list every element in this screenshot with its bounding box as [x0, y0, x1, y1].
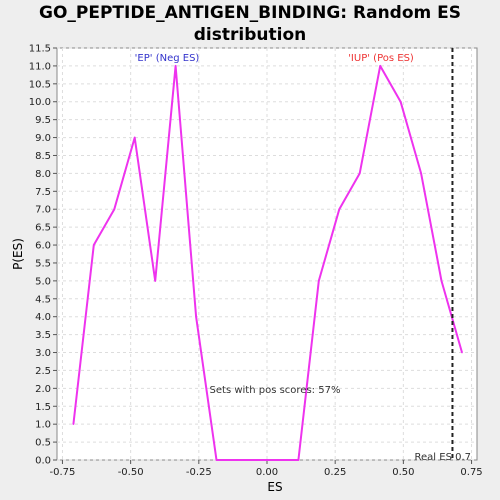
- x-tick-label: 0.75: [460, 467, 482, 478]
- y-tick-label: 10.5: [29, 79, 51, 90]
- y-tick-label: 11.0: [29, 61, 51, 72]
- data-point: [358, 172, 361, 175]
- y-tick-label: 1.0: [35, 420, 51, 431]
- x-tick-label: -0.50: [118, 467, 144, 478]
- y-tick-label: 9.5: [35, 115, 51, 126]
- y-tick-label: 0.5: [35, 438, 51, 449]
- data-point: [420, 172, 422, 175]
- y-tick-label: 2.5: [35, 366, 51, 377]
- real-es-label: Real ES 0.7: [415, 452, 471, 463]
- chart-title: GO_PEPTIDE_ANTIGEN_BINDING: Random ES di…: [0, 2, 500, 46]
- y-tick-label: 10.0: [29, 97, 51, 108]
- y-tick-label: 7.5: [35, 187, 51, 198]
- neg-es-label: 'EP' (Neg ES): [135, 53, 200, 64]
- data-point: [440, 280, 443, 282]
- x-tick-label: -0.25: [186, 467, 212, 478]
- x-axis-ticks: -0.75 -0.50 -0.25 0.00 0.25 0.50 0.75: [50, 460, 483, 478]
- y-tick-label: 4.0: [35, 312, 51, 323]
- data-point: [93, 244, 95, 246]
- y-tick-label: 9.0: [35, 133, 51, 144]
- data-point: [133, 136, 136, 139]
- y-tick-label: 5.5: [35, 258, 51, 269]
- data-point: [195, 315, 197, 318]
- data-point: [236, 459, 238, 461]
- pos-scores-label: Sets with pos scores: 57%: [210, 385, 341, 396]
- y-tick-label: 8.0: [35, 169, 51, 180]
- annotations-layer: 'EP' (Neg ES) 'IUP' (Pos ES) Sets with pos…: [135, 53, 471, 463]
- x-tick-label: 0.00: [256, 467, 278, 478]
- chart-title-line-2: distribution: [193, 25, 307, 45]
- data-point: [318, 280, 320, 282]
- pos-es-label: 'IUP' (Pos ES): [348, 53, 414, 64]
- data-point: [113, 208, 116, 211]
- y-tick-label: 6.0: [35, 241, 51, 252]
- data-point: [215, 459, 218, 461]
- data-point: [338, 208, 341, 211]
- data-point: [297, 459, 300, 461]
- data-point: [379, 65, 381, 67]
- data-point: [72, 423, 75, 425]
- y-tick-label: 6.5: [35, 223, 51, 234]
- y-axis-ticks: 0.0 0.5 1.0 1.5 2.0 2.5 3.0 3.5 4.0 4.5 5.0 5.5 6.0 6…: [29, 44, 57, 467]
- y-tick-label: 4.5: [35, 294, 51, 305]
- y-tick-label: 7.0: [35, 205, 51, 216]
- data-point: [277, 459, 279, 461]
- series-layer: [72, 64, 463, 461]
- chart-title-line-1: GO_PEPTIDE_ANTIGEN_BINDING: Random ES: [38, 3, 462, 23]
- data-point: [154, 280, 156, 282]
- data-point: [174, 65, 177, 67]
- y-tick-label: 1.5: [35, 402, 51, 413]
- x-tick-label: 0.25: [324, 467, 346, 478]
- y-tick-label: 8.5: [35, 151, 51, 162]
- data-point: [399, 100, 402, 103]
- y-tick-label: 5.0: [35, 276, 51, 287]
- series-line: [72, 64, 463, 461]
- data-point: [256, 459, 259, 461]
- x-axis-label: ES: [267, 480, 282, 494]
- y-tick-label: 3.5: [35, 330, 51, 341]
- data-point: [461, 351, 463, 354]
- y-tick-label: 3.0: [35, 348, 51, 359]
- y-tick-label: 2.0: [35, 384, 51, 395]
- x-tick-label: -0.75: [50, 467, 76, 478]
- y-tick-label: 0.0: [35, 456, 51, 467]
- grid-lines: [57, 47, 477, 461]
- y-tick-label: 11.5: [29, 44, 51, 55]
- y-axis-label: P(ES): [11, 238, 25, 270]
- x-tick-label: 0.50: [392, 467, 414, 478]
